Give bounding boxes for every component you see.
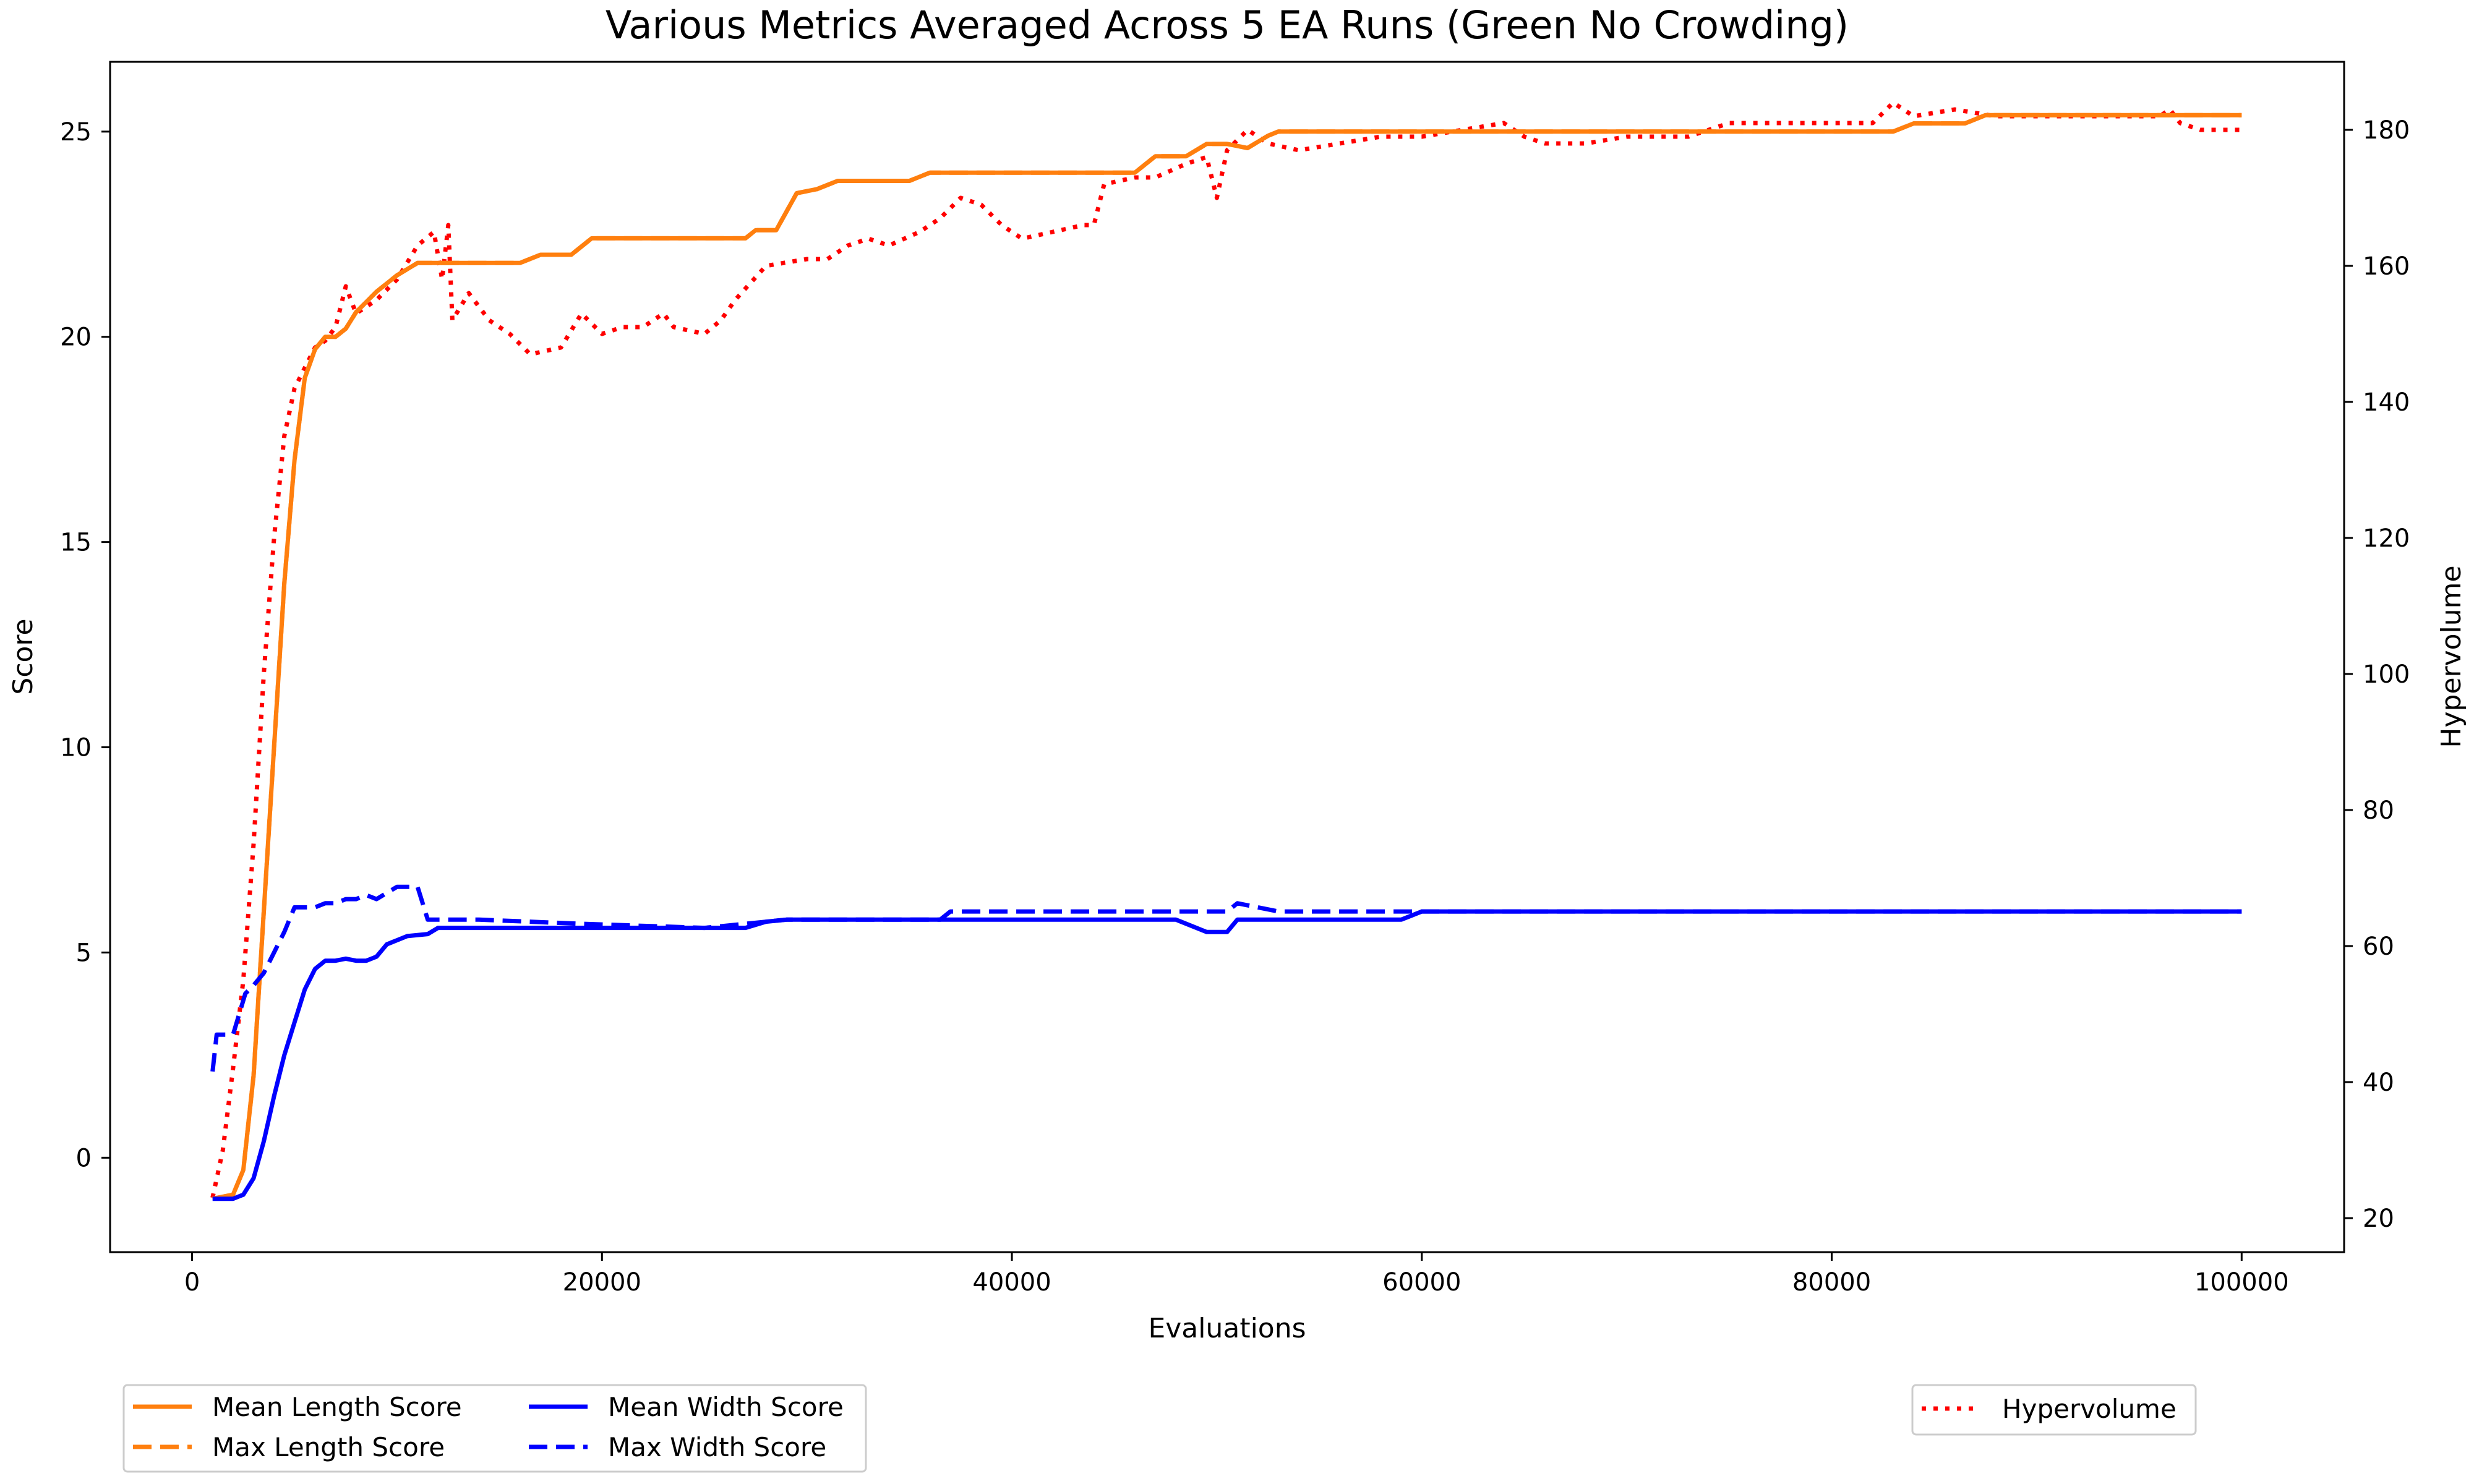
y-tick-label: 15 [60,529,92,557]
legend-right-box [1911,1384,2197,1436]
x-tick-label: 20000 [563,1268,641,1297]
y2-tick-label: 40 [2363,1068,2394,1097]
x-tick-label: 60000 [1382,1268,1461,1297]
legend-label-hypervolume: Hypervolume [2002,1394,2177,1424]
x-tick-label: 0 [184,1268,200,1297]
series-line-max-width-score [210,884,2242,1072]
x-axis-ticks: 0 20000 40000 60000 80000 100000 [184,1252,2289,1297]
y-axis-left-title: Score [7,618,39,694]
y-tick-label: 10 [60,734,92,762]
series-line-hypervolume [210,100,2242,1198]
plot-area-frame [109,61,2345,1253]
x-axis-title: Evaluations [1148,1313,1306,1344]
legend-label-max-length: Max Length Score [212,1432,445,1462]
chart-title: Various Metrics Averaged Across 5 EA Run… [606,2,1849,48]
y2-tick-label: 60 [2363,932,2394,961]
y-tick-label: 5 [76,939,92,967]
legend-label-mean-width: Mean Width Score [608,1392,844,1422]
legend-label-max-width: Max Width Score [608,1432,826,1462]
y-tick-label: 20 [60,323,92,352]
legend-label-mean-length: Mean Length Score [212,1392,462,1422]
legend-right: Hypervolume [1911,1384,2197,1436]
x-tick-label: 80000 [1792,1268,1871,1297]
y2-tick-label: 100 [2363,660,2410,689]
y-axis-right-ticks: 20 40 60 80 100 120 140 160 180 [2344,116,2410,1233]
series-line-mean-width-score [212,909,2242,1201]
x-tick-label: 100000 [2194,1268,2289,1297]
series-line-max-length-score [212,113,2242,1201]
y2-tick-label: 140 [2363,388,2410,417]
y2-tick-label: 180 [2363,116,2410,145]
plot-lines [210,100,2242,1201]
y-tick-label: 0 [76,1144,92,1172]
y-axis-left-ticks: 0 5 10 15 20 25 [60,118,110,1172]
y2-tick-label: 160 [2363,252,2410,281]
x-tick-label: 40000 [972,1268,1051,1297]
y-tick-label: 25 [60,118,92,147]
y2-tick-label: 20 [2363,1205,2394,1233]
y2-tick-label: 80 [2363,796,2394,825]
legend-left: Mean Length Score Max Length Score Mean … [122,1384,867,1473]
y2-tick-label: 120 [2363,524,2410,553]
series-line-mean-length-score [212,113,2242,1201]
legend-left-box [122,1384,867,1473]
y-axis-right-title: Hypervolume [2436,565,2467,748]
